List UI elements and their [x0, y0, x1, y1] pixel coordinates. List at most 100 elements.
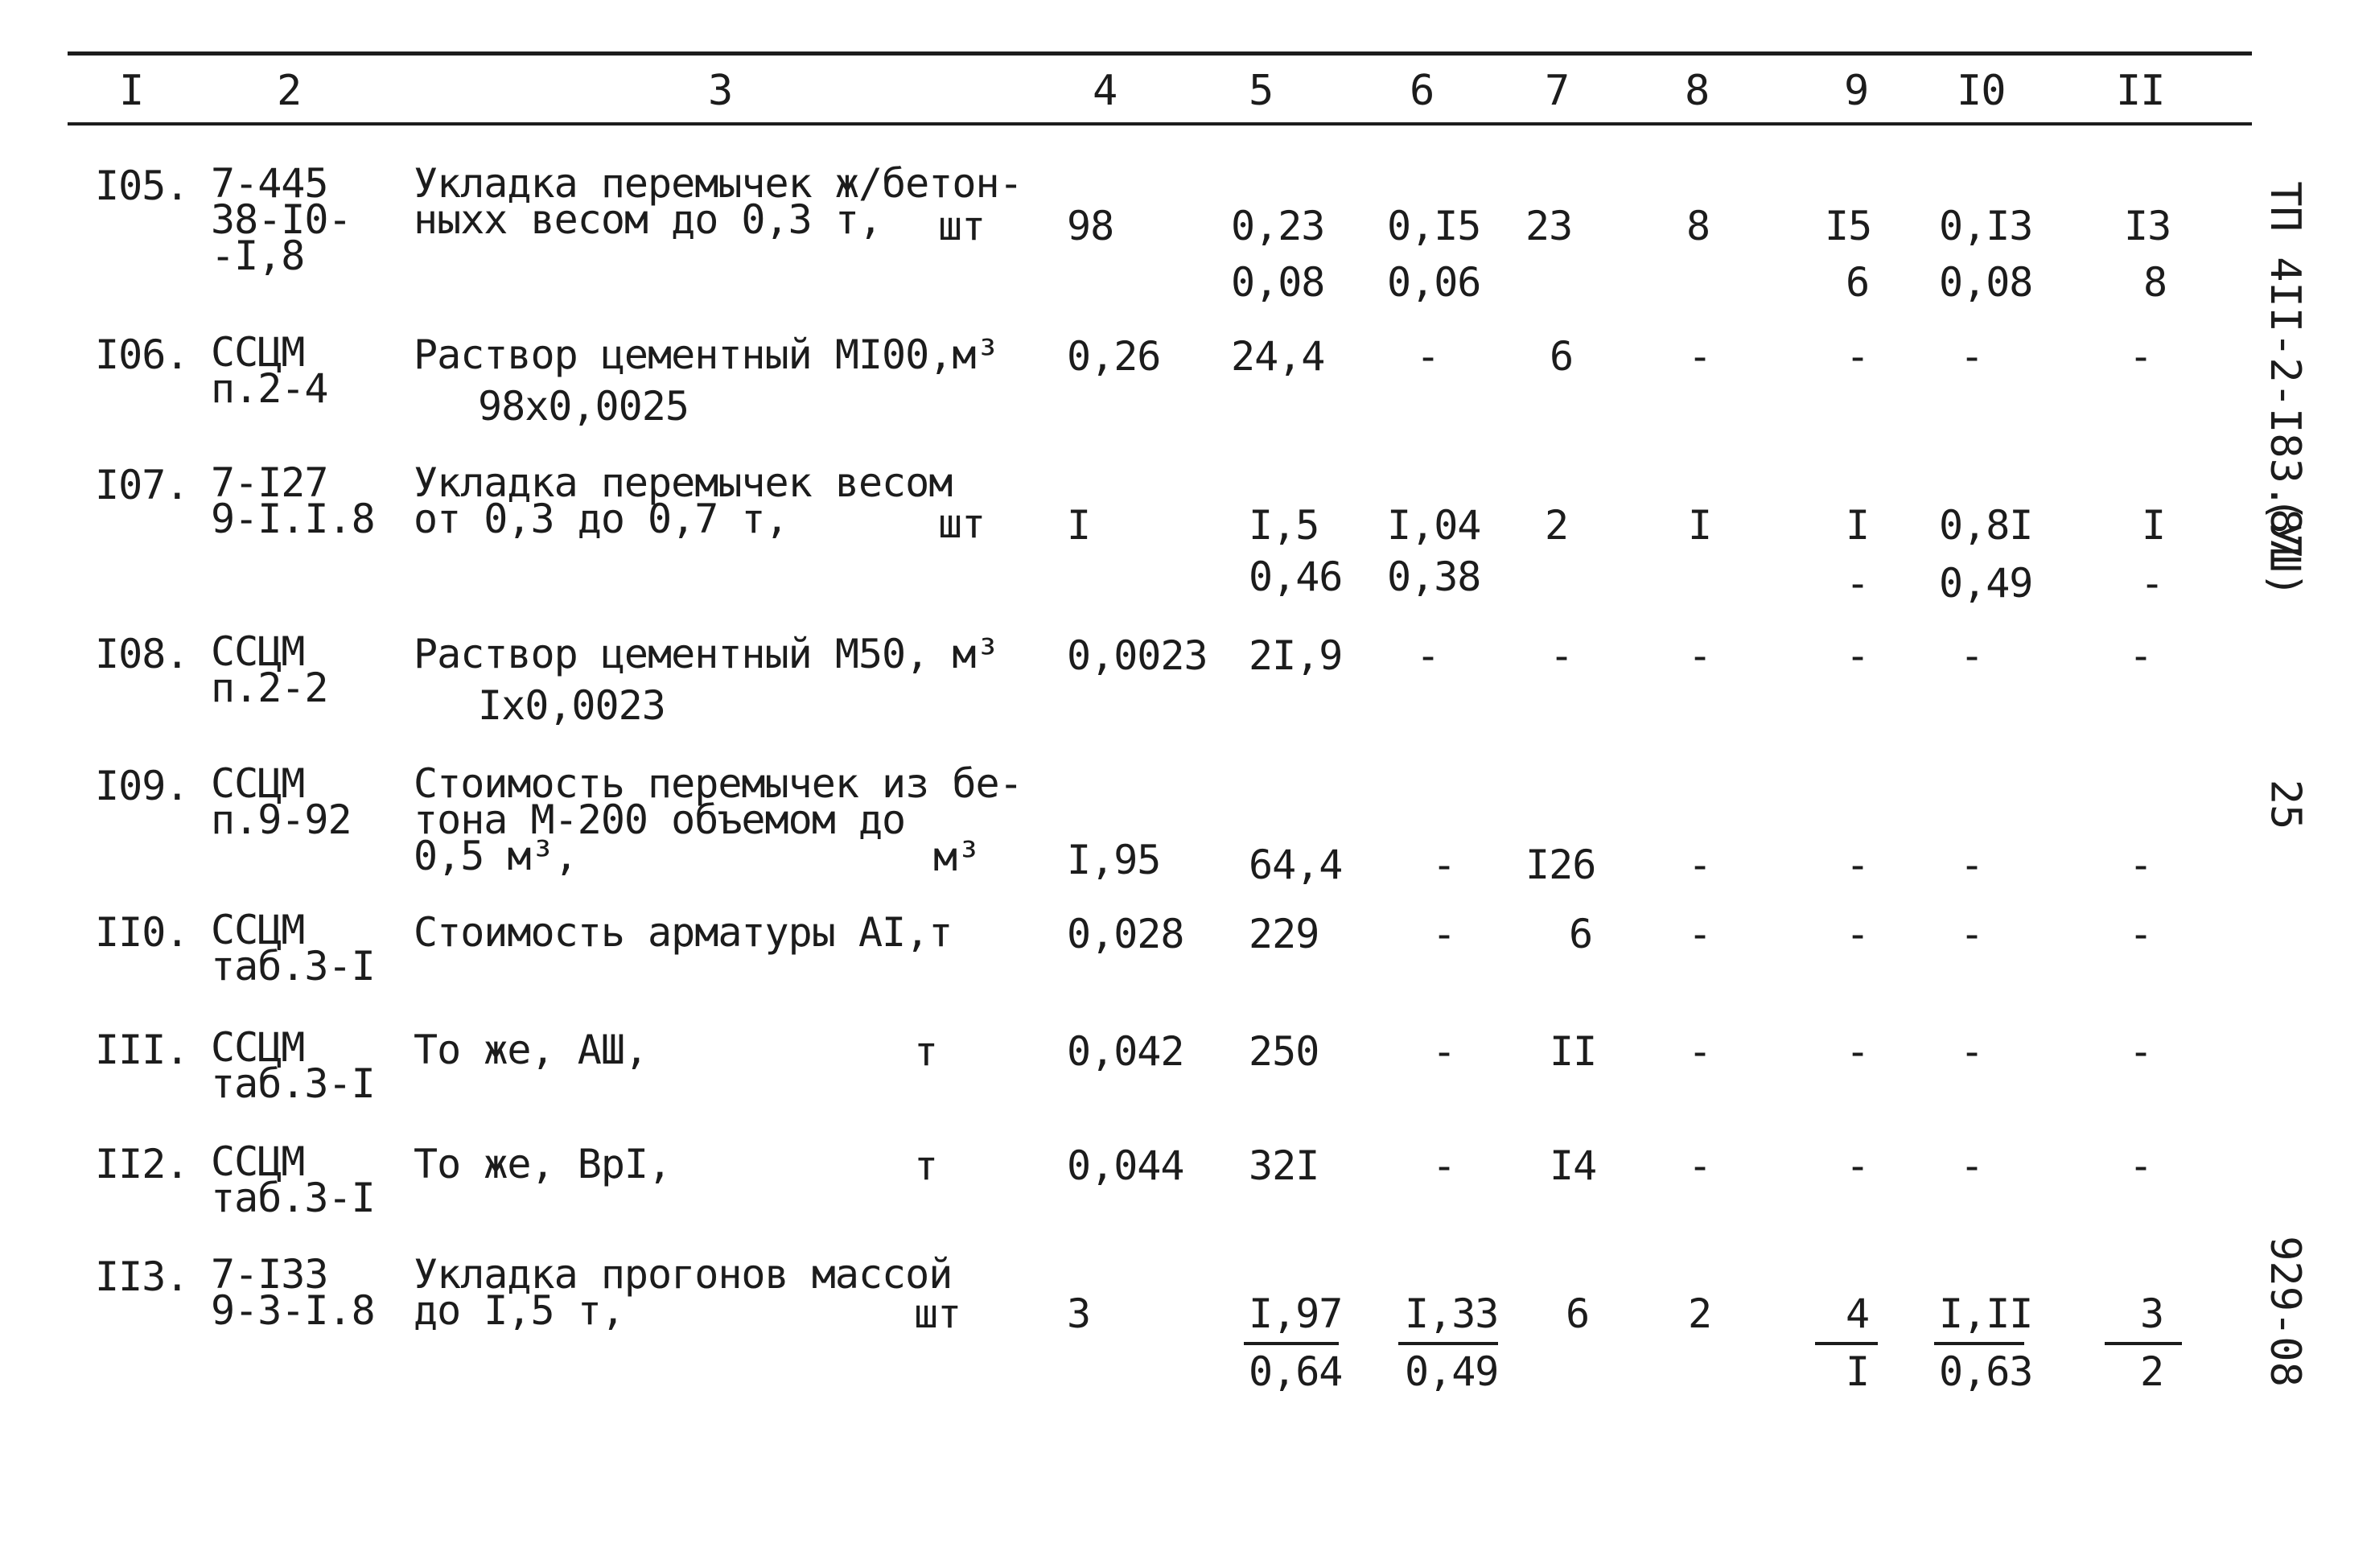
col-5-value: 24,4 [1231, 333, 1325, 380]
col-11-value: - [2129, 333, 2153, 380]
work-description: Укладка прогонов массой до I,5 т, [414, 1251, 953, 1334]
col-11-subvalue: 2 [2140, 1348, 2164, 1395]
col-5-subvalue: 0,46 [1249, 554, 1343, 600]
fraction-line [1398, 1342, 1498, 1345]
column-header-6: 6 [1410, 67, 1434, 115]
work-description: Раствор цементный М50, м³ [414, 631, 1000, 677]
col-8-value: - [1688, 333, 1712, 380]
col-6-value: 0,I5 [1387, 203, 1481, 249]
norm-code: 7-445 38-I0- -I,8 [211, 160, 352, 279]
unit: м³ [933, 833, 981, 880]
col-9-subvalue: 6 [1846, 259, 1870, 306]
col-9-value: - [1846, 1142, 1870, 1189]
unit: т [914, 1142, 938, 1189]
table-top-rule [68, 51, 2252, 56]
col-11-value: 3 [2140, 1290, 2164, 1337]
fraction-line [1244, 1342, 1339, 1345]
work-description: Стоимость арматуры АI,т [414, 909, 953, 956]
col-8-value: - [1688, 1028, 1712, 1075]
row-number: I05. [95, 163, 189, 209]
sheet-number: 929-08 [2261, 1236, 2309, 1387]
col-11-value: I3 [2124, 203, 2171, 249]
row-number: III. [95, 1027, 189, 1073]
column-header-11: II [2116, 67, 2166, 115]
col-5-value: 64,4 [1249, 842, 1343, 888]
col-10-value: - [1960, 632, 1984, 679]
column-header-3: 3 [708, 67, 733, 115]
col-5-value: I,5 [1249, 502, 1319, 549]
column-header-2: 2 [277, 67, 302, 115]
col-6-subvalue: 0,38 [1387, 554, 1481, 600]
col-11-value: I [2142, 502, 2166, 549]
fraction-line [2105, 1342, 2182, 1345]
calculation: Iх0,0023 [478, 682, 666, 729]
col-5-subvalue: 0,64 [1249, 1348, 1343, 1395]
col-9-value: - [1846, 1028, 1870, 1075]
row-number: I09. [95, 763, 189, 809]
album-label: (УШ) [2261, 496, 2310, 598]
col-8-value: - [1688, 1142, 1712, 1189]
quantity: 3 [1067, 1290, 1091, 1337]
norm-code: 7-I33 9-3-I.8 [211, 1251, 376, 1334]
col-5-value: 250 [1249, 1028, 1319, 1075]
document-code-label: ТП 4II-2-I83.87 [2261, 181, 2310, 559]
column-header-1: I [119, 67, 144, 115]
column-header-7: 7 [1545, 67, 1570, 115]
norm-code: ССЦМ таб.3-I [211, 1024, 376, 1107]
fraction-line [1815, 1342, 1878, 1345]
col-9-value: - [1846, 333, 1870, 380]
page-number: 25 [2261, 779, 2309, 830]
col-6-value: I,33 [1405, 1290, 1499, 1337]
col-7-value: 6 [1566, 1290, 1590, 1337]
col-6-value: - [1432, 842, 1456, 888]
table-header-rule [68, 122, 2252, 126]
col-11-value: - [2129, 842, 2153, 888]
quantity: 0,044 [1067, 1142, 1185, 1189]
row-number: I08. [95, 631, 189, 677]
unit: шт [938, 203, 986, 249]
unit: т [914, 1028, 938, 1075]
col-9-value: - [1846, 632, 1870, 679]
col-11-subvalue: 8 [2143, 259, 2167, 306]
column-header-8: 8 [1685, 67, 1710, 115]
col-10-value: 0,I3 [1939, 203, 2033, 249]
row-number: II3. [95, 1253, 189, 1300]
quantity: I,95 [1067, 837, 1161, 883]
norm-code: ССЦМ таб.3-I [211, 907, 376, 990]
quantity: 98 [1067, 203, 1114, 249]
norm-code: ССЦМ п.9-92 [211, 760, 352, 843]
row-number: I06. [95, 331, 189, 378]
col-7-value: 2 [1545, 502, 1569, 549]
col-10-subvalue: 0,49 [1939, 560, 2033, 607]
col-11-value: - [2129, 911, 2153, 957]
col-5-value: 2I,9 [1249, 632, 1343, 679]
col-9-subvalue: - [1846, 560, 1870, 607]
row-number: II0. [95, 909, 189, 956]
col-10-value: - [1960, 1028, 1984, 1075]
col-10-value: - [1960, 1142, 1984, 1189]
col-5-value: 0,23 [1231, 203, 1325, 249]
col-7-value: 6 [1569, 911, 1593, 957]
col-5-subvalue: 0,08 [1231, 259, 1325, 306]
col-6-value: - [1432, 1028, 1456, 1075]
col-9-value: I [1846, 502, 1870, 549]
col-6-subvalue: 0,49 [1405, 1348, 1499, 1395]
col-7-value: 6 [1550, 333, 1574, 380]
col-11-value: - [2129, 1142, 2153, 1189]
column-header-5: 5 [1249, 67, 1274, 115]
col-10-value: 0,8I [1939, 502, 2033, 549]
col-9-subvalue: I [1846, 1348, 1870, 1395]
column-header-4: 4 [1093, 67, 1118, 115]
col-9-value: 4 [1846, 1290, 1870, 1337]
norm-code: ССЦМ таб.3-I [211, 1138, 376, 1221]
work-description: То же, АШ, [414, 1027, 648, 1073]
col-8-value: - [1688, 632, 1712, 679]
col-10-value: I,II [1939, 1290, 2033, 1337]
col-10-subvalue: 0,63 [1939, 1348, 2033, 1395]
unit: шт [914, 1290, 961, 1337]
col-10-subvalue: 0,08 [1939, 259, 2033, 306]
col-6-value: - [1416, 632, 1440, 679]
col-10-value: - [1960, 911, 1984, 957]
col-11-value: - [2129, 1028, 2153, 1075]
